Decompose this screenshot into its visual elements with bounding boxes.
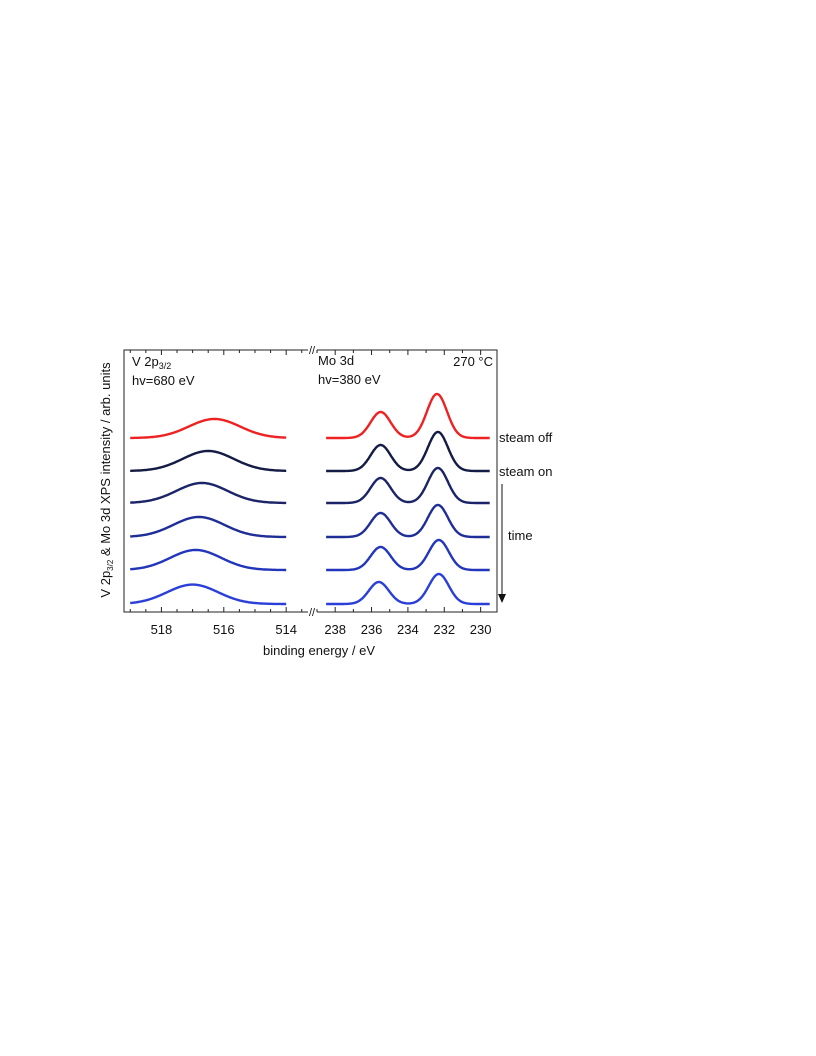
axis-break-mark-bottom: // bbox=[309, 607, 316, 619]
y-axis-title: V 2p3/2 & Mo 3d XPS intensity / arb. uni… bbox=[98, 362, 115, 598]
v-spectrum-curve-4 bbox=[129, 515, 287, 539]
mo-spectrum-curve-1 bbox=[325, 392, 491, 440]
mo-spectrum-curve-4 bbox=[325, 503, 491, 539]
mo-photon-energy: hv=380 eV bbox=[318, 372, 381, 387]
axis-break-gap bbox=[308, 345, 317, 617]
x-tick-label-v-2: 514 bbox=[275, 622, 297, 637]
axis-break-mark-top: // bbox=[309, 345, 316, 357]
mo-panel-label: Mo 3d bbox=[318, 353, 354, 368]
temperature-label: 270 °C bbox=[453, 354, 493, 369]
v-panel-label-main: V 2p bbox=[132, 354, 159, 369]
x-tick-label-v-1: 516 bbox=[213, 622, 235, 637]
mo-spectrum-curve-6 bbox=[325, 572, 491, 606]
v-spectrum-curve-2 bbox=[129, 449, 287, 472]
v-spectrum-curve-5 bbox=[129, 548, 287, 572]
x-tick-label-mo-1: 236 bbox=[361, 622, 383, 637]
y-axis-title-part1: V 2p bbox=[98, 571, 113, 598]
x-tick-label-mo-0: 238 bbox=[324, 622, 346, 637]
v-spectrum-curve-3 bbox=[129, 481, 287, 505]
v-panel-label-sub: 3/2 bbox=[159, 361, 172, 371]
x-tick-label-mo-4: 230 bbox=[470, 622, 492, 637]
mo-spectrum-curve-5 bbox=[325, 538, 491, 572]
v-photon-energy: hv=680 eV bbox=[132, 373, 195, 388]
spectra-group bbox=[129, 392, 491, 606]
x-ticks-group: 518 516 514 238 236 234 232 230 bbox=[129, 350, 492, 637]
steam-off-label: steam off bbox=[499, 430, 553, 445]
x-tick-label-mo-3: 232 bbox=[433, 622, 455, 637]
mo-spectrum-curve-3 bbox=[325, 466, 491, 505]
x-tick-label-v-0: 518 bbox=[151, 622, 173, 637]
steam-on-label: steam on bbox=[499, 464, 552, 479]
x-axis-title: binding energy / eV bbox=[263, 643, 375, 658]
v-panel-label: V 2p3/2 bbox=[132, 354, 171, 371]
y-axis-title-sub: 3/2 bbox=[106, 559, 115, 571]
time-label: time bbox=[508, 528, 533, 543]
time-arrow-head bbox=[498, 594, 506, 603]
v-spectrum-curve-1 bbox=[129, 417, 287, 440]
v-spectrum-curve-6 bbox=[129, 583, 287, 606]
x-tick-label-mo-2: 234 bbox=[397, 622, 419, 637]
mo-spectrum-curve-2 bbox=[325, 430, 491, 473]
y-axis-title-part2: & Mo 3d XPS intensity / arb. units bbox=[98, 362, 113, 560]
